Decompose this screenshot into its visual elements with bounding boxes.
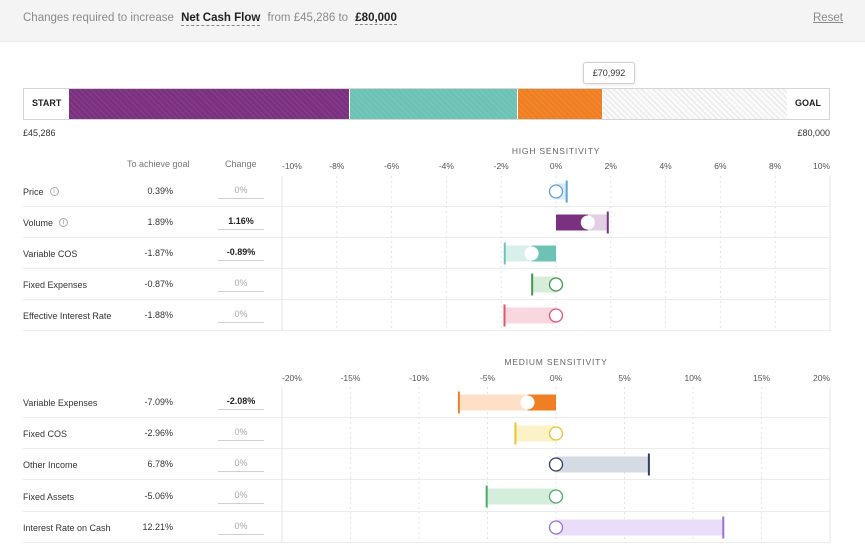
high-tick-label: 2% (605, 161, 618, 171)
medium-sensitivity-title: MEDIUM SENSITIVITY (504, 357, 608, 367)
high-tick-label: -8% (329, 161, 345, 171)
row-name: Volume i (23, 207, 69, 238)
start-value: £45,286 (23, 128, 56, 138)
high-tick-label: 10% (813, 161, 830, 171)
medium-tick-label: -5% (480, 373, 496, 383)
header-from-text: from £45,286 to (267, 12, 349, 24)
progress-segment (350, 89, 518, 119)
high-tick-label: -10% (282, 161, 302, 171)
sensitivity-row: Volume i 1.89% 1.16% (23, 207, 830, 238)
goal-progress-bar: START GOAL (23, 88, 830, 120)
high-tick-label: 6% (714, 161, 727, 171)
sensitivity-row: Variable Expenses -7.09% -2.08% (23, 387, 830, 418)
medium-tick-label: 15% (753, 373, 770, 383)
goal-summary: Changes required to increase Net Cash Fl… (23, 12, 397, 26)
start-label: START (32, 98, 62, 108)
sensitivity-row: Price i 0.39% 0% (23, 176, 830, 207)
sensitivity-row: Fixed COS -2.96% 0% (23, 418, 830, 449)
medium-tick-label: 0% (550, 373, 563, 383)
row-name: Variable Expenses (23, 387, 97, 418)
sensitivity-row: Interest Rate on Cash 12.21% 0% (23, 512, 830, 543)
sensitivity-row: Fixed Assets -5.06% 0% (23, 481, 830, 512)
progress-segment (603, 89, 787, 119)
sensitivity-row: Fixed Expenses -0.87% 0% (23, 269, 830, 300)
row-label: Effective Interest Rate (23, 310, 112, 321)
row-label: Other Income (23, 459, 78, 470)
row-label: Price (23, 186, 44, 197)
change-input[interactable]: -0.89% (218, 247, 264, 261)
row-label: Fixed Expenses (23, 279, 88, 290)
col-head-change: Change (225, 159, 257, 169)
row-name: Interest Rate on Cash (23, 512, 111, 543)
high-tick-label: -6% (384, 161, 400, 171)
achieve-goal-value: 6.78% (147, 458, 173, 469)
row-label: Fixed COS (23, 428, 68, 439)
change-input[interactable]: 0% (218, 521, 264, 535)
high-sensitivity-title: HIGH SENSITIVITY (511, 146, 601, 156)
row-name: Fixed Assets (23, 481, 74, 512)
sensitivity-row: Variable COS -1.87% -0.89% (23, 238, 830, 269)
progress-segment (518, 89, 603, 119)
row-label: Volume (23, 217, 54, 228)
medium-tick-label: 5% (618, 373, 631, 383)
goal-value-selector[interactable]: £80,000 (355, 12, 397, 25)
achieve-goal-value: 0.39% (147, 185, 173, 196)
projected-value-tooltip: £70,992 (583, 62, 635, 84)
medium-tick-label: -20% (282, 373, 302, 383)
medium-tick-label: -15% (341, 373, 361, 383)
medium-tick-label: 20% (813, 373, 830, 383)
row-label: Variable COS (23, 248, 78, 259)
high-tick-label: 0% (550, 161, 563, 171)
high-tick-label: 8% (769, 161, 782, 171)
row-name: Price i (23, 176, 59, 207)
header-prefix: Changes required to increase (23, 12, 174, 24)
progress-segment (69, 89, 350, 119)
row-name: Effective Interest Rate (23, 300, 111, 331)
change-input[interactable]: 0% (218, 427, 264, 441)
achieve-goal-value: -2.96% (144, 427, 173, 438)
goal-header: Changes required to increase Net Cash Fl… (0, 0, 865, 42)
change-input[interactable]: 0% (218, 309, 264, 323)
change-input[interactable]: 0% (218, 458, 264, 472)
medium-tick-label: -10% (409, 373, 429, 383)
row-label: Variable Expenses (23, 397, 98, 408)
info-icon[interactable]: i (59, 218, 69, 227)
high-tick-label: -4% (439, 161, 455, 171)
achieve-goal-value: 1.89% (147, 216, 173, 227)
achieve-goal-value: -5.06% (144, 490, 173, 501)
row-label: Fixed Assets (23, 491, 75, 502)
medium-tick-label: 10% (684, 373, 701, 383)
row-name: Variable COS (23, 238, 77, 269)
achieve-goal-value: -1.88% (144, 309, 173, 320)
change-input[interactable]: -2.08% (218, 396, 264, 410)
change-input[interactable]: 0% (218, 490, 264, 504)
info-icon[interactable]: i (49, 187, 59, 196)
sensitivity-row: Effective Interest Rate -1.88% 0% (23, 300, 830, 331)
sensitivity-row: Other Income 6.78% 0% (23, 449, 830, 480)
change-input[interactable]: 0% (218, 185, 264, 199)
row-label: Interest Rate on Cash (23, 522, 111, 533)
row-name: Fixed COS (23, 418, 67, 449)
goal-value: £80,000 (797, 128, 830, 138)
achieve-goal-value: 12.21% (142, 521, 173, 532)
high-tick-label: 4% (659, 161, 672, 171)
goal-label: GOAL (795, 98, 821, 108)
change-input[interactable]: 0% (218, 278, 264, 292)
row-name: Other Income (23, 449, 78, 480)
reset-link[interactable]: Reset (812, 12, 843, 24)
achieve-goal-value: -7.09% (144, 396, 173, 407)
metric-selector[interactable]: Net Cash Flow (181, 12, 261, 26)
col-head-achieve: To achieve goal (127, 159, 190, 169)
row-name: Fixed Expenses (23, 269, 87, 300)
achieve-goal-value: -0.87% (144, 278, 173, 289)
achieve-goal-value: -1.87% (144, 247, 173, 258)
high-tick-label: -2% (494, 161, 510, 171)
change-input[interactable]: 1.16% (218, 216, 264, 230)
